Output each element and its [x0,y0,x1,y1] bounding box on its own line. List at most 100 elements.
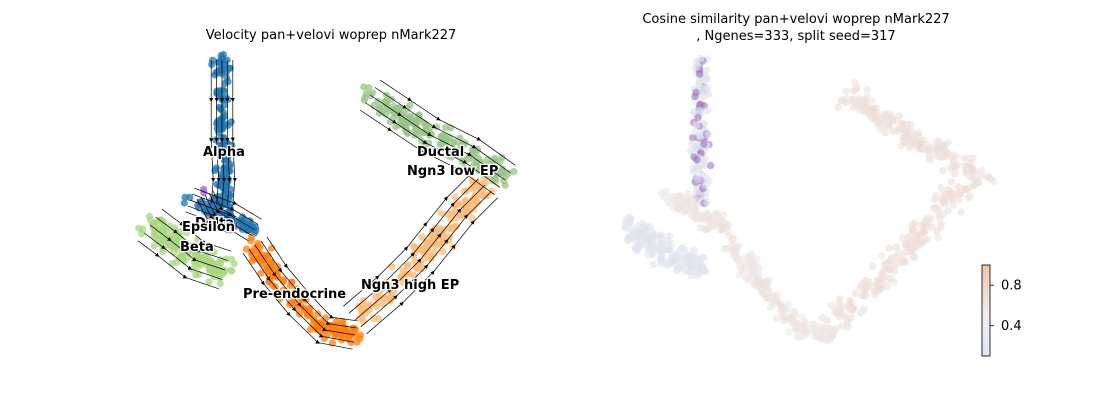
similarity-point [672,266,681,275]
cell-point [451,194,459,202]
similarity-point [724,228,732,236]
cell-point [150,242,158,250]
similarity-point [936,214,944,223]
cell-point [388,293,396,301]
similarity-point [915,139,923,148]
similarity-point [639,219,647,228]
cell-point [168,243,176,251]
cluster-label-ngn3-low-ep: Ngn3 low EP [407,164,498,179]
cell-point [373,302,381,310]
similarity-point [869,104,878,113]
similarity-point [649,249,657,257]
similarity-point [688,259,697,268]
cell-point [257,269,265,277]
similarity-point [836,295,844,303]
cell-point [220,268,228,276]
similarity-point [713,211,722,220]
cluster-label-beta: Beta [180,240,214,255]
similarity-point [686,251,694,260]
similarity-point [856,309,865,317]
similarity-point [977,166,986,175]
cell-point [358,308,366,316]
cell-point [460,164,468,172]
similarity-point [934,233,943,241]
cell-point [437,240,445,248]
similarity-point [667,193,675,201]
cell-point [361,93,369,101]
similarity-point [947,177,956,186]
similarity-point [905,143,914,152]
cell-point [365,306,374,314]
similarity-point [767,295,776,303]
cell-point [212,164,220,172]
similarity-point [681,202,689,211]
velocity-streamline [366,197,498,334]
cell-point [225,192,233,200]
similarity-point [944,206,952,215]
cell-point [139,225,147,233]
similarity-point [910,133,918,142]
cell-point [218,173,226,181]
cell-point [453,200,461,208]
similarity-point [868,262,877,271]
similarity-point [751,263,759,271]
similarity-point [875,284,883,292]
similarity-point [927,223,935,231]
cell-point [171,224,179,232]
colorbar-tick-label: 0.8 [1001,279,1022,294]
cell-point [208,60,216,68]
cell-point [474,155,482,163]
similarity-point [886,266,894,274]
cluster-label-epsilon: Epsilon [182,220,235,235]
similarity-point [744,276,753,285]
similarity-point [696,100,704,109]
similarity-point [921,217,930,225]
similarity-point [912,238,920,247]
similarity-point [986,174,994,182]
similarity-point [766,303,775,311]
similarity-point [876,125,885,133]
similarity-point [889,259,897,267]
similarity-point [691,127,699,136]
cell-point [328,321,336,330]
cluster-label-alpha: Alpha [203,145,245,160]
similarity-point [827,328,835,336]
similarity-point [931,203,939,212]
cell-point [478,191,486,199]
cell-point [230,260,238,268]
similarity-point [702,66,711,75]
cell-point [155,236,163,244]
similarity-point [693,156,701,164]
velocity-points [135,51,518,347]
cell-point [227,266,235,274]
cell-point [463,155,472,163]
similarity-point [694,164,703,173]
similarity-point [834,307,842,316]
similarity-point [847,313,855,322]
similarity-point [877,252,886,260]
cell-point [212,136,220,144]
velocity-streamline [192,193,259,225]
velocity-streamline [230,60,237,206]
similarity-point [811,328,819,336]
cell-point [216,280,224,288]
cell-point [480,167,488,176]
velocity-streamline [185,211,249,242]
velocity-panel-title: Velocity pan+velovi woprep nMark227 [206,28,457,43]
cell-point [383,101,391,109]
similarity-point [702,174,711,183]
cell-point [219,51,228,59]
similarity-point [879,116,888,125]
cell-point [181,193,189,201]
similarity-point [818,313,826,322]
similarity-point [873,276,882,284]
similarity-point [923,146,931,154]
similarity-point [696,54,705,63]
similarity-point [663,237,671,245]
similarity-point [646,223,655,231]
cell-point [223,74,231,82]
similarity-point [693,202,702,210]
similarity-point [772,314,781,323]
similarity-point [871,291,879,299]
